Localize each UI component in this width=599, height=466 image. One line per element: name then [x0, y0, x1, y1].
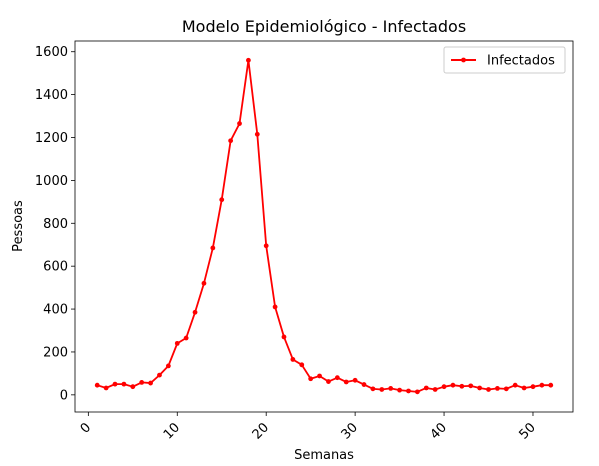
data-point	[184, 336, 189, 341]
data-point	[148, 381, 153, 386]
data-point	[459, 384, 464, 389]
data-point	[175, 341, 180, 346]
data-point	[442, 384, 447, 389]
data-point	[130, 384, 135, 389]
data-point	[486, 387, 491, 392]
data-point	[228, 138, 233, 143]
data-point	[371, 386, 376, 391]
data-point	[193, 310, 198, 315]
y-tick-label: 0	[60, 388, 68, 403]
data-point	[531, 384, 536, 389]
legend: Infectados	[444, 47, 565, 73]
y-tick-label: 400	[43, 303, 68, 318]
data-point	[344, 380, 349, 385]
data-point	[362, 382, 367, 387]
series-line-infectados	[97, 60, 551, 392]
data-point	[513, 383, 518, 388]
x-tick-label: 10	[161, 420, 183, 442]
data-point	[210, 246, 215, 251]
data-point	[548, 383, 553, 388]
data-point	[424, 386, 429, 391]
plot-area	[95, 58, 553, 394]
x-tick-label: 50	[517, 420, 539, 442]
data-point	[290, 357, 295, 362]
data-point	[255, 132, 260, 137]
x-axis-label: Semanas	[294, 448, 354, 463]
data-point	[308, 376, 313, 381]
y-tick-label: 1200	[35, 131, 68, 146]
y-tick-label: 1600	[35, 45, 68, 60]
data-point	[397, 388, 402, 393]
y-tick-label: 1000	[35, 174, 68, 189]
data-point	[317, 374, 322, 379]
data-point	[415, 389, 420, 394]
data-point	[379, 387, 384, 392]
legend-label-infectados: Infectados	[487, 54, 555, 69]
data-point	[353, 378, 358, 383]
data-point	[335, 375, 340, 380]
data-point	[539, 383, 544, 388]
y-axis-ticks: 0 200 400 600 800 1000 1200 1400 1600	[35, 45, 75, 403]
data-point	[104, 386, 109, 391]
data-point	[273, 305, 278, 310]
data-point	[166, 363, 171, 368]
data-point	[157, 373, 162, 378]
data-point	[219, 197, 224, 202]
data-point	[388, 386, 393, 391]
data-point	[237, 121, 242, 126]
data-point	[504, 386, 509, 391]
data-point	[477, 386, 482, 391]
data-point	[202, 281, 207, 286]
data-point	[282, 335, 287, 340]
data-point	[495, 386, 500, 391]
data-point	[113, 382, 118, 387]
y-tick-label: 600	[43, 260, 68, 275]
data-point	[264, 243, 269, 248]
y-tick-label: 200	[43, 345, 68, 360]
data-point	[299, 362, 304, 367]
x-tick-label: 30	[339, 420, 361, 442]
x-axis-ticks: 0 10 20 30 40 50	[78, 412, 539, 443]
data-point	[433, 387, 438, 392]
data-point	[468, 383, 473, 388]
y-tick-label: 1400	[35, 88, 68, 103]
plot-frame	[75, 41, 573, 412]
data-point	[122, 382, 127, 387]
chart-title: Modelo Epidemiológico - Infectados	[182, 17, 466, 36]
data-point	[522, 386, 527, 391]
x-tick-label: 0	[78, 420, 94, 436]
data-point	[95, 383, 100, 388]
data-point	[246, 58, 251, 63]
y-axis-label: Pessoas	[11, 200, 26, 252]
x-tick-label: 40	[428, 420, 450, 442]
data-point	[326, 379, 331, 384]
y-tick-label: 800	[43, 217, 68, 232]
data-point	[406, 389, 411, 394]
data-point	[451, 383, 456, 388]
x-tick-label: 20	[250, 420, 272, 442]
legend-marker-sample	[461, 58, 466, 63]
data-point	[139, 380, 144, 385]
